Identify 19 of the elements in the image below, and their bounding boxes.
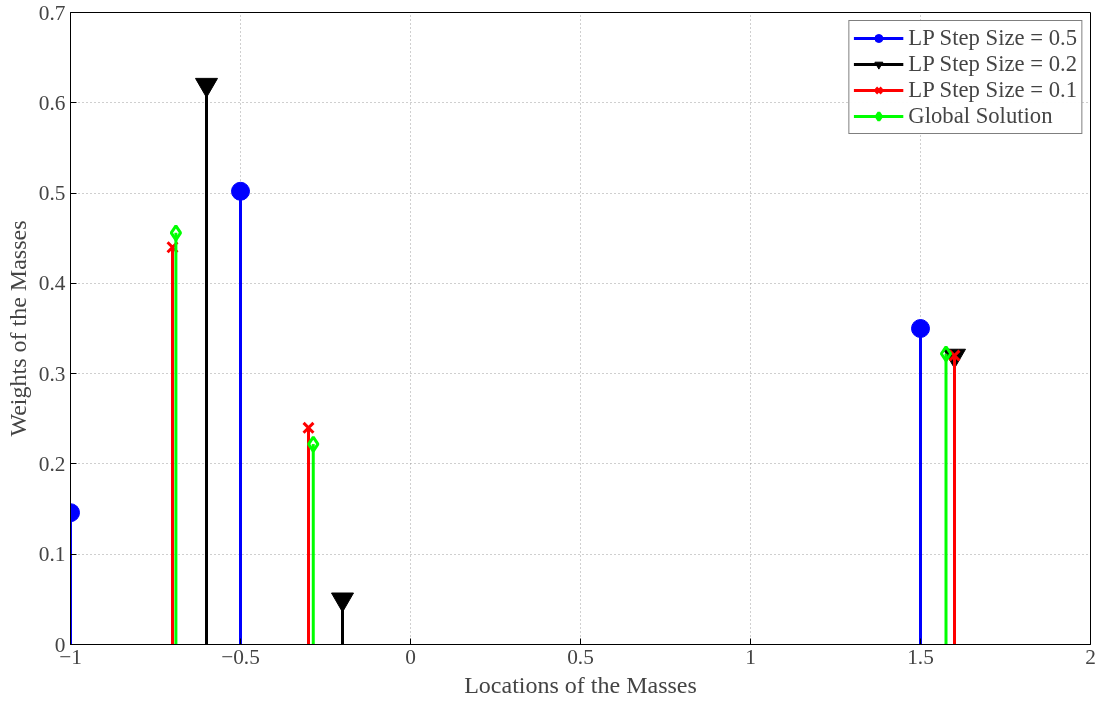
legend-label: Global Solution — [908, 103, 1053, 129]
x-tick-label: 2 — [1085, 644, 1096, 669]
legend-label: LP Step Size = 0.1 — [908, 77, 1077, 103]
y-tick-label: 0.7 — [38, 0, 66, 25]
x-axis-title: Locations of the Masses — [464, 671, 697, 698]
x-tick-label: 1 — [745, 644, 756, 669]
y-tick-label: 0.2 — [38, 451, 66, 476]
x-tick-label: 0 — [405, 644, 416, 669]
legend-label: LP Step Size = 0.2 — [908, 51, 1077, 77]
y-axis-title: Weights of the Masses — [4, 220, 31, 437]
legend-label: LP Step Size = 0.5 — [908, 25, 1077, 51]
y-tick-label: 0.1 — [38, 542, 66, 567]
x-tick-label: −0.5 — [221, 644, 260, 669]
y-tick-label: 0.3 — [38, 361, 66, 386]
x-tick-label: 0.5 — [567, 644, 594, 669]
y-tick-label: 0.6 — [38, 90, 66, 115]
y-tick-label: 0.4 — [38, 271, 66, 296]
x-tick-label: 1.5 — [907, 644, 934, 669]
y-tick-label: 0.5 — [38, 181, 66, 206]
